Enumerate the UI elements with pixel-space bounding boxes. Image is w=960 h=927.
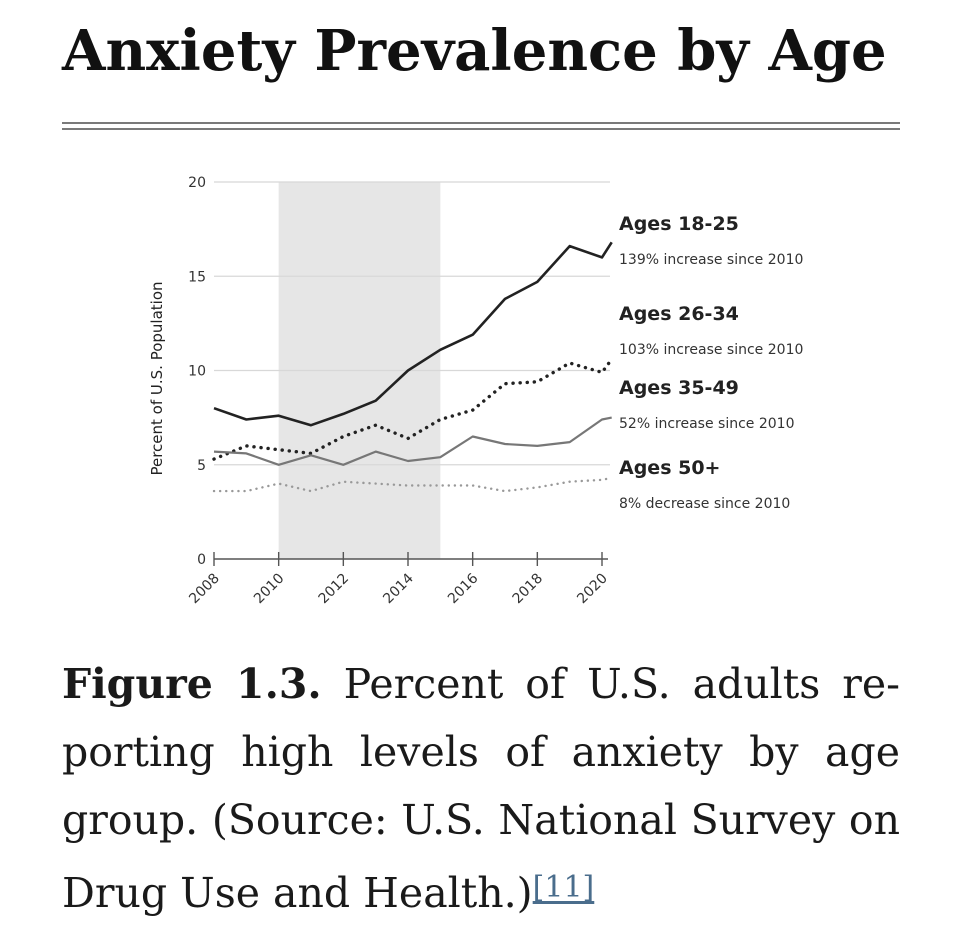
series-line-3 [213,416,612,466]
x-tick-label: 2020 [574,571,611,608]
x-tick-label: 2010 [251,571,288,608]
series-label: Ages 26-34 [619,303,739,325]
series-line-4 [212,476,613,493]
series-annotation: 8% decrease since 2010 [619,496,790,512]
series-label: Ages 18-25 [619,213,739,235]
series-label: Ages 50+ [619,457,720,479]
caption-text: Percent of U.S. adults re­porting high l… [62,660,900,917]
x-tick-label: 2008 [186,571,223,608]
x-tick-label: 2012 [316,571,353,608]
series-annotation: 52% increase since 2010 [619,416,794,432]
page-title: Anxiety Prevalence by Age [62,18,887,84]
series-line-1 [213,241,613,427]
y-tick-label: 0 [197,552,206,568]
anxiety-line-chart: 0 5 10 15 20 2008 2010 2012 2014 2016 2018 2020 Perc… [148,175,803,608]
figure-label: Figure 1.3. [62,660,322,708]
series-annotation: 103% increase since 2010 [619,342,803,358]
series-label: Ages 35-49 [619,377,739,399]
series-annotation: 139% increase since 2010 [619,252,803,268]
y-tick-label: 15 [188,269,206,285]
y-tick-label: 20 [188,175,206,191]
y-axis-label: Percent of U.S. Population [148,281,166,475]
series-line-2 [212,357,614,461]
figure-caption: Figure 1.3. Percent of U.S. adults re­po… [62,650,900,927]
x-tick-label: 2016 [445,570,482,607]
x-tick-label: 2018 [510,571,547,608]
footnote-link[interactable]: [11] [532,870,595,905]
y-tick-label: 10 [188,364,206,380]
x-tick-label: 2014 [380,570,417,607]
title-rule [62,122,900,130]
y-tick-label: 5 [197,458,206,474]
